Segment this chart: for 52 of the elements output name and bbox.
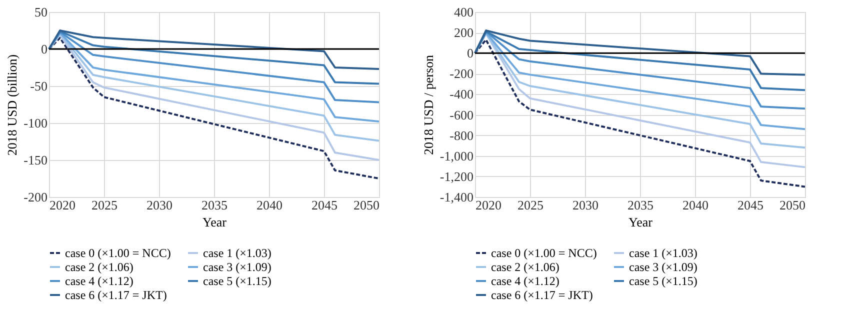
x-tick-label: 2035 xyxy=(202,198,228,212)
legend-label: case 5 (×1.15) xyxy=(629,274,698,288)
y-tick-label: 50 xyxy=(34,4,48,20)
x-tick-label: 2050 xyxy=(780,198,806,212)
y-tick-label: -50 xyxy=(30,78,48,94)
x-tick-label: 2045 xyxy=(312,198,338,212)
x-tick-label: 2045 xyxy=(738,198,764,212)
x-tick-label: 2020 xyxy=(50,198,76,212)
y-tick-label: 0 xyxy=(467,46,474,61)
y-tick-label: 200 xyxy=(454,25,474,40)
y-tick-label: -1,000 xyxy=(440,148,474,164)
x-tick-label: 2040 xyxy=(682,198,708,212)
y-tick-label: 400 xyxy=(454,4,474,20)
x-tick-label: 2025 xyxy=(92,198,118,212)
y-tick-label: -200 xyxy=(450,66,474,82)
y-tick-label: -400 xyxy=(450,86,474,102)
x-axis-title: Year xyxy=(628,214,654,230)
y-tick-label: 0 xyxy=(41,42,48,56)
x-tick-label: 2030 xyxy=(146,198,172,212)
legend-label: case 6 (×1.17 = JKT) xyxy=(491,288,593,302)
y-tick-label: -1,200 xyxy=(440,168,474,184)
legend-label: case 5 (×1.15) xyxy=(203,274,272,288)
legend-label: case 3 (×1.09) xyxy=(203,260,272,274)
y-axis-title: 2018 USD (billion) xyxy=(4,54,20,156)
legend-label: case 0 (×1.00 = NCC) xyxy=(65,246,171,260)
legend-label: case 2 (×1.06) xyxy=(65,260,134,274)
line-series xyxy=(474,30,806,76)
x-axis-title: Year xyxy=(202,214,228,230)
line-series xyxy=(48,30,380,70)
x-tick-label: 2050 xyxy=(354,198,380,212)
legend-label: case 1 (×1.03) xyxy=(629,246,698,260)
x-tick-label: 2020 xyxy=(476,198,502,212)
legend-label: case 0 (×1.00 = NCC) xyxy=(491,246,597,260)
x-tick-label: 2025 xyxy=(518,198,544,212)
x-tick-label: 2040 xyxy=(256,198,282,212)
x-tick-label: 2030 xyxy=(572,198,598,212)
legend-label: case 1 (×1.03) xyxy=(203,246,272,260)
legend-label: case 3 (×1.09) xyxy=(629,260,698,274)
legend-label: case 4 (×1.12) xyxy=(491,274,560,288)
y-tick-label: -600 xyxy=(450,107,474,122)
line-series xyxy=(48,30,380,104)
y-tick-label: -150 xyxy=(24,152,48,168)
legend-label: case 6 (×1.17 = JKT) xyxy=(65,288,167,302)
y-tick-label: -800 xyxy=(450,128,474,143)
legend-label: case 2 (×1.06) xyxy=(491,260,560,274)
y-tick-label: -1,400 xyxy=(440,190,474,204)
legend-label: case 4 (×1.12) xyxy=(65,274,134,288)
line-series xyxy=(474,38,806,188)
y-tick-label: -100 xyxy=(24,116,48,130)
x-tick-label: 2035 xyxy=(628,198,654,212)
y-axis-title: 2018 USD / person xyxy=(420,54,436,156)
y-tick-label: -200 xyxy=(24,190,48,204)
